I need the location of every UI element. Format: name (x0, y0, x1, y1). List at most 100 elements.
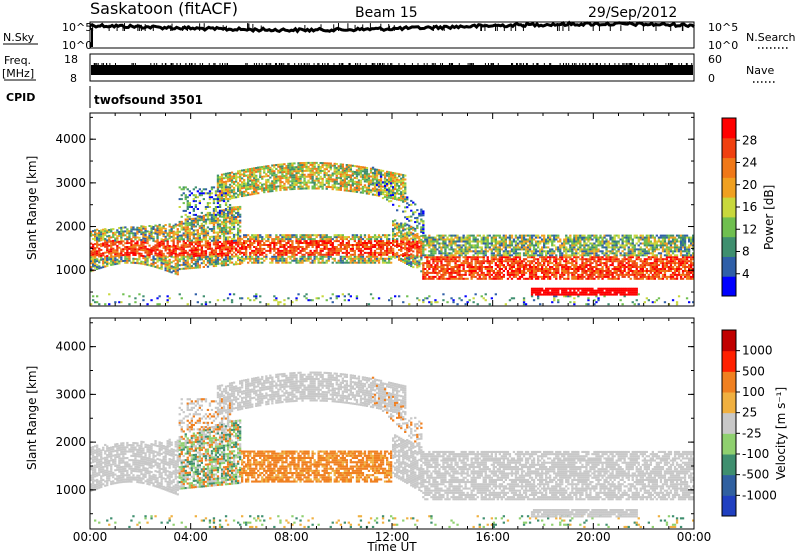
scatter-cell (232, 228, 236, 230)
scatter-cell (466, 250, 469, 253)
scatter-cell (442, 273, 445, 276)
scatter-cell (239, 171, 242, 174)
scatter-cell (148, 244, 151, 247)
scatter-cell (402, 258, 405, 261)
scatter-cell (317, 251, 320, 254)
scatter-cell (116, 245, 119, 247)
scatter-cell (406, 218, 409, 220)
scatter-cell (170, 265, 173, 268)
scatter-cell (283, 259, 286, 262)
scatter-cell (92, 257, 95, 260)
scatter-cell (333, 184, 336, 187)
scatter-cell (363, 174, 367, 177)
scatter-cell (295, 170, 298, 173)
scatter-cell (259, 234, 262, 237)
scatter-cell (402, 210, 405, 213)
scatter-cell (176, 228, 179, 231)
scatter-cell (188, 263, 191, 266)
scatter-cell (371, 177, 375, 180)
scatter-cell (255, 176, 258, 179)
scatter-cell (357, 171, 361, 174)
scatter-cell (188, 190, 191, 193)
scatter-cell (381, 253, 385, 256)
scatter-cell (498, 275, 501, 278)
scatter-cell (458, 277, 461, 280)
scatter-cell (508, 246, 512, 249)
scatter-cell (456, 252, 459, 255)
scatter-cell (325, 242, 328, 244)
scatter-cell (285, 172, 288, 175)
scatter-cell (416, 209, 419, 212)
scatter-cell (361, 242, 365, 244)
scatter-cell (406, 263, 409, 265)
scatter-cell (454, 260, 457, 263)
scatter-cell (114, 259, 117, 262)
scatter-cell (492, 240, 495, 243)
scatter-cell (96, 258, 99, 261)
scatter-cell (394, 225, 397, 228)
scatter-cell (492, 275, 495, 278)
scatter-cell (273, 180, 276, 182)
scatter-cell (339, 187, 342, 189)
scatter-cell (92, 249, 95, 252)
scatter-cell (400, 238, 403, 241)
scatter-cell (126, 246, 129, 248)
scatter-cell (178, 252, 181, 255)
scatter-cell (208, 257, 212, 260)
scatter-cell (291, 180, 294, 183)
scatter-cell (518, 252, 522, 255)
scatter-cell (267, 165, 270, 168)
scatter-cell (420, 240, 423, 243)
scatter-cell (200, 226, 203, 229)
scatter-cell (200, 222, 203, 225)
scatter-cell (126, 240, 129, 243)
scatter-cell (126, 255, 129, 258)
scatter-cell (245, 188, 248, 191)
scatter-cell (146, 238, 149, 241)
scatter-cell (210, 229, 214, 232)
scatter-cell (367, 240, 371, 243)
scatter-cell (178, 264, 181, 267)
scatter-cell (271, 172, 274, 175)
scatter-cell (230, 247, 234, 250)
scatter-cell (281, 165, 284, 168)
scatter-cell (400, 226, 403, 229)
scatter-cell (388, 177, 391, 180)
scatter-cell (235, 218, 238, 220)
scatter-cell (222, 183, 226, 186)
scatter-cell (224, 228, 228, 231)
scatter-cell (454, 271, 457, 274)
scatter-cell (202, 262, 205, 265)
scatter-cell (212, 198, 216, 201)
scatter-cell (156, 235, 159, 238)
scatter-cell (214, 245, 218, 248)
scatter-cell (126, 257, 129, 260)
scatter-cell (494, 258, 497, 261)
scatter-cell (313, 261, 316, 264)
scatter-cell (186, 245, 189, 248)
scatter-cell (106, 231, 109, 234)
scatter-cell (100, 239, 103, 242)
scatter-cell (178, 238, 181, 241)
scatter-cell (230, 249, 234, 252)
scatter-cell (202, 244, 205, 247)
scatter-cell (144, 229, 147, 232)
scatter-cell (204, 234, 208, 237)
scatter-cell (172, 242, 175, 245)
scatter-cell (265, 187, 268, 189)
scatter-cell (412, 234, 415, 237)
scatter-cell (216, 190, 220, 193)
scatter-cell (259, 187, 262, 190)
scatter-cell (214, 261, 218, 263)
scatter-cell (228, 172, 232, 174)
scatter-cell (243, 242, 246, 244)
scatter-cell (299, 236, 302, 239)
scatter-cell (468, 236, 471, 239)
scatter-cell (518, 256, 522, 259)
scatter-cell (158, 253, 161, 256)
scatter-cell (450, 242, 453, 245)
scatter-cell (339, 175, 342, 178)
scatter-cell (458, 256, 461, 259)
scatter-cell (450, 260, 453, 263)
scatter-cell (220, 179, 224, 182)
